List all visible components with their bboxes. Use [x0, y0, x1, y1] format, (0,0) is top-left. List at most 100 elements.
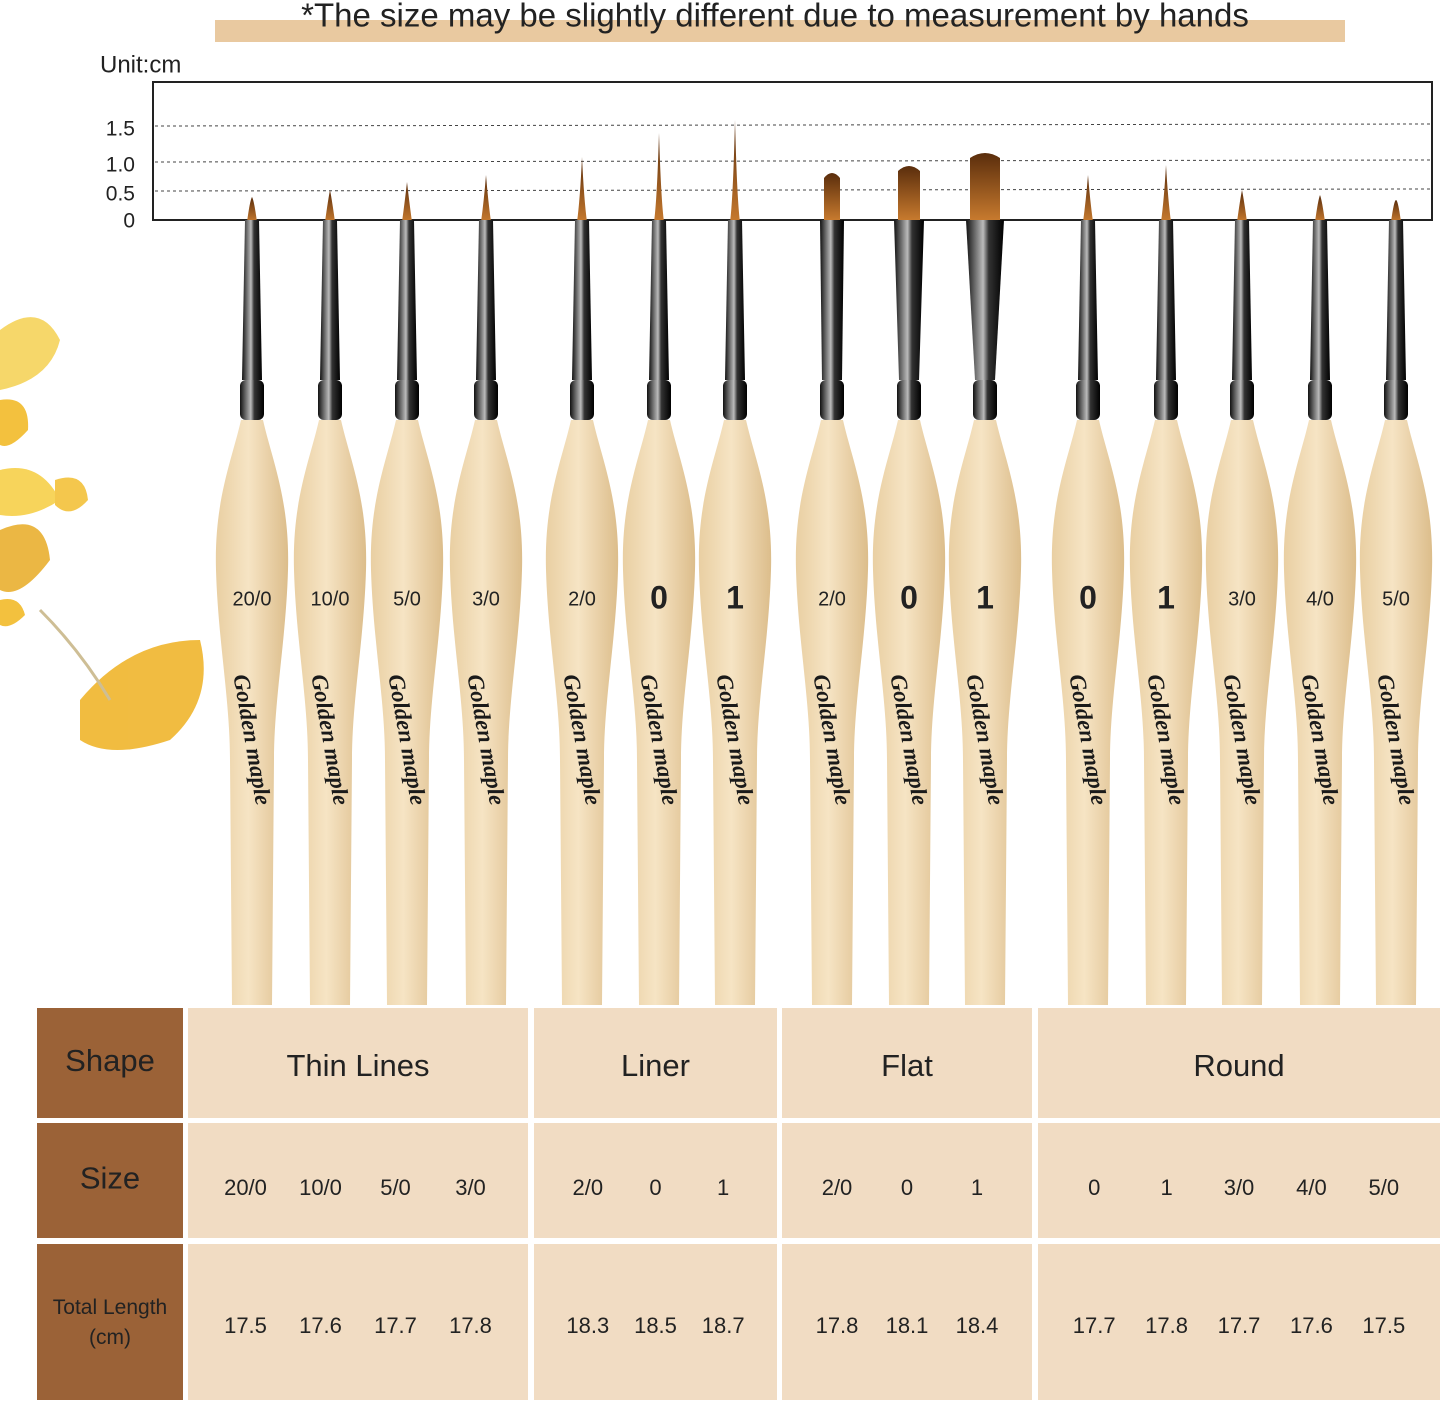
handle-size-label: 1 [726, 579, 744, 615]
table-cell [534, 1008, 777, 1118]
brush-handle [1129, 420, 1203, 1005]
brush-hair [730, 120, 740, 222]
brush-handle [1205, 420, 1279, 1005]
handle-size-label: 3/0 [472, 588, 500, 610]
brush-hair [824, 173, 840, 220]
brush-ferrule [1156, 220, 1176, 380]
size-cell: 0 [901, 1175, 913, 1200]
brush-ferrule [320, 220, 340, 380]
brush-crimp [1076, 380, 1100, 420]
handle-size-label: 3/0 [1228, 588, 1256, 610]
shape-name: Round [1193, 1048, 1284, 1083]
brush-crimp [1154, 380, 1178, 420]
brush-handle [545, 420, 619, 1005]
handle-size-label: 1 [976, 579, 994, 615]
brush-hair [325, 190, 335, 222]
shape-name: Thin Lines [286, 1048, 429, 1083]
size-cell: 5/0 [380, 1175, 411, 1200]
brush-ferrule [242, 220, 262, 380]
ginkgo-leaves [0, 317, 204, 750]
table-cell [782, 1008, 1032, 1118]
handle-size-label: 2/0 [568, 588, 596, 610]
brush-hair [1391, 200, 1401, 222]
handle-size-label: 0 [650, 579, 668, 615]
size-cell: 2/0 [822, 1175, 853, 1200]
table-cell [1038, 1244, 1440, 1400]
brush-ferrule [1078, 220, 1098, 380]
brush-ferrule [649, 220, 669, 380]
handle-size-label: 1 [1157, 579, 1175, 615]
length-cell: 18.7 [702, 1313, 745, 1338]
length-cell: 17.7 [1073, 1313, 1116, 1338]
brush-ferrule [1310, 220, 1330, 380]
table-cell [782, 1244, 1032, 1400]
table-cell [534, 1244, 777, 1400]
table-cell [188, 1244, 528, 1400]
row-header: Total Length (cm) [53, 1296, 167, 1349]
scale: 1.5 1.0 0.5 0 [106, 118, 1431, 233]
brush-crimp [1384, 380, 1408, 420]
brush-hair [970, 153, 1000, 220]
handle-size-label: 0 [1079, 579, 1097, 615]
brush-hair [898, 166, 920, 220]
shape-name: Liner [621, 1048, 690, 1083]
row-header-cell [37, 1008, 183, 1118]
scale-line [154, 188, 1431, 192]
brush-ferrule [572, 220, 592, 380]
brush-handle [1359, 420, 1433, 1005]
spec-table: Shape Size Total Length (cm) Thin Lines 20/0 1… [37, 1008, 1440, 1400]
shape-name: Flat [881, 1048, 933, 1083]
handle-size-label: 4/0 [1306, 588, 1334, 610]
brush-handle [215, 420, 289, 1005]
size-cell: 20/0 [224, 1175, 267, 1200]
length-cell: 17.8 [816, 1313, 859, 1338]
handle-size-label: 0 [900, 579, 918, 615]
length-cell: 17.7 [374, 1313, 417, 1338]
scale-label: 1.5 [106, 118, 135, 141]
brush-ferrule [476, 220, 496, 380]
brush-ferrule [725, 220, 745, 380]
length-cell: 18.4 [956, 1313, 999, 1338]
handle-size-label: 5/0 [393, 588, 421, 610]
table-cell [1038, 1123, 1440, 1238]
brush-handle [293, 420, 367, 1005]
size-cell: 4/0 [1296, 1175, 1327, 1200]
handle-size-label: 20/0 [233, 588, 272, 610]
table-cell [1038, 1008, 1440, 1118]
length-cell: 17.7 [1218, 1313, 1261, 1338]
row-header: Size [80, 1161, 140, 1196]
brush-crimp [474, 380, 498, 420]
brush-hair [1161, 165, 1171, 222]
brush-hair [577, 157, 587, 222]
brush-crimp [1308, 380, 1332, 420]
brush-hair [481, 175, 491, 222]
brush-crimp [647, 380, 671, 420]
brush-crimp [570, 380, 594, 420]
brush-hair [1315, 195, 1325, 222]
length-cell: 18.1 [886, 1313, 929, 1338]
table-cell [534, 1123, 777, 1238]
brush-crimp [318, 380, 342, 420]
scale-line [154, 123, 1431, 127]
size-cell: 0 [649, 1175, 661, 1200]
length-cell: 17.5 [1362, 1313, 1405, 1338]
scale-line [154, 159, 1431, 163]
brush-handle [698, 420, 772, 1005]
brush-crimp [1230, 380, 1254, 420]
size-cell: 0 [1088, 1175, 1100, 1200]
length-cell: 17.8 [449, 1313, 492, 1338]
brush-hair [1237, 190, 1247, 222]
size-cell: 1 [717, 1175, 729, 1200]
scale-box [152, 81, 1433, 221]
handle-size-label: 2/0 [818, 588, 846, 610]
brush-handle [1283, 420, 1357, 1005]
title-highlight [215, 20, 1345, 42]
note: *The size may be slightly different due … [301, 0, 1249, 34]
row-header-cell [37, 1123, 183, 1238]
brush-crimp [395, 380, 419, 420]
size-cell: 5/0 [1369, 1175, 1400, 1200]
scale-label: 0.5 [106, 183, 135, 206]
unit-label: Unit:cm [100, 51, 181, 78]
